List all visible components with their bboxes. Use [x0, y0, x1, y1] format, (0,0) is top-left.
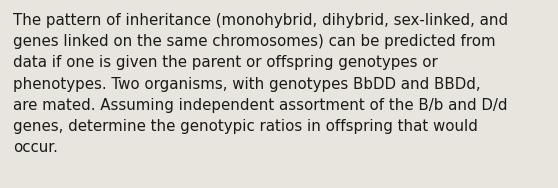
Text: The pattern of inheritance (monohybrid, dihybrid, sex-linked, and
genes linked o: The pattern of inheritance (monohybrid, … — [13, 13, 508, 155]
